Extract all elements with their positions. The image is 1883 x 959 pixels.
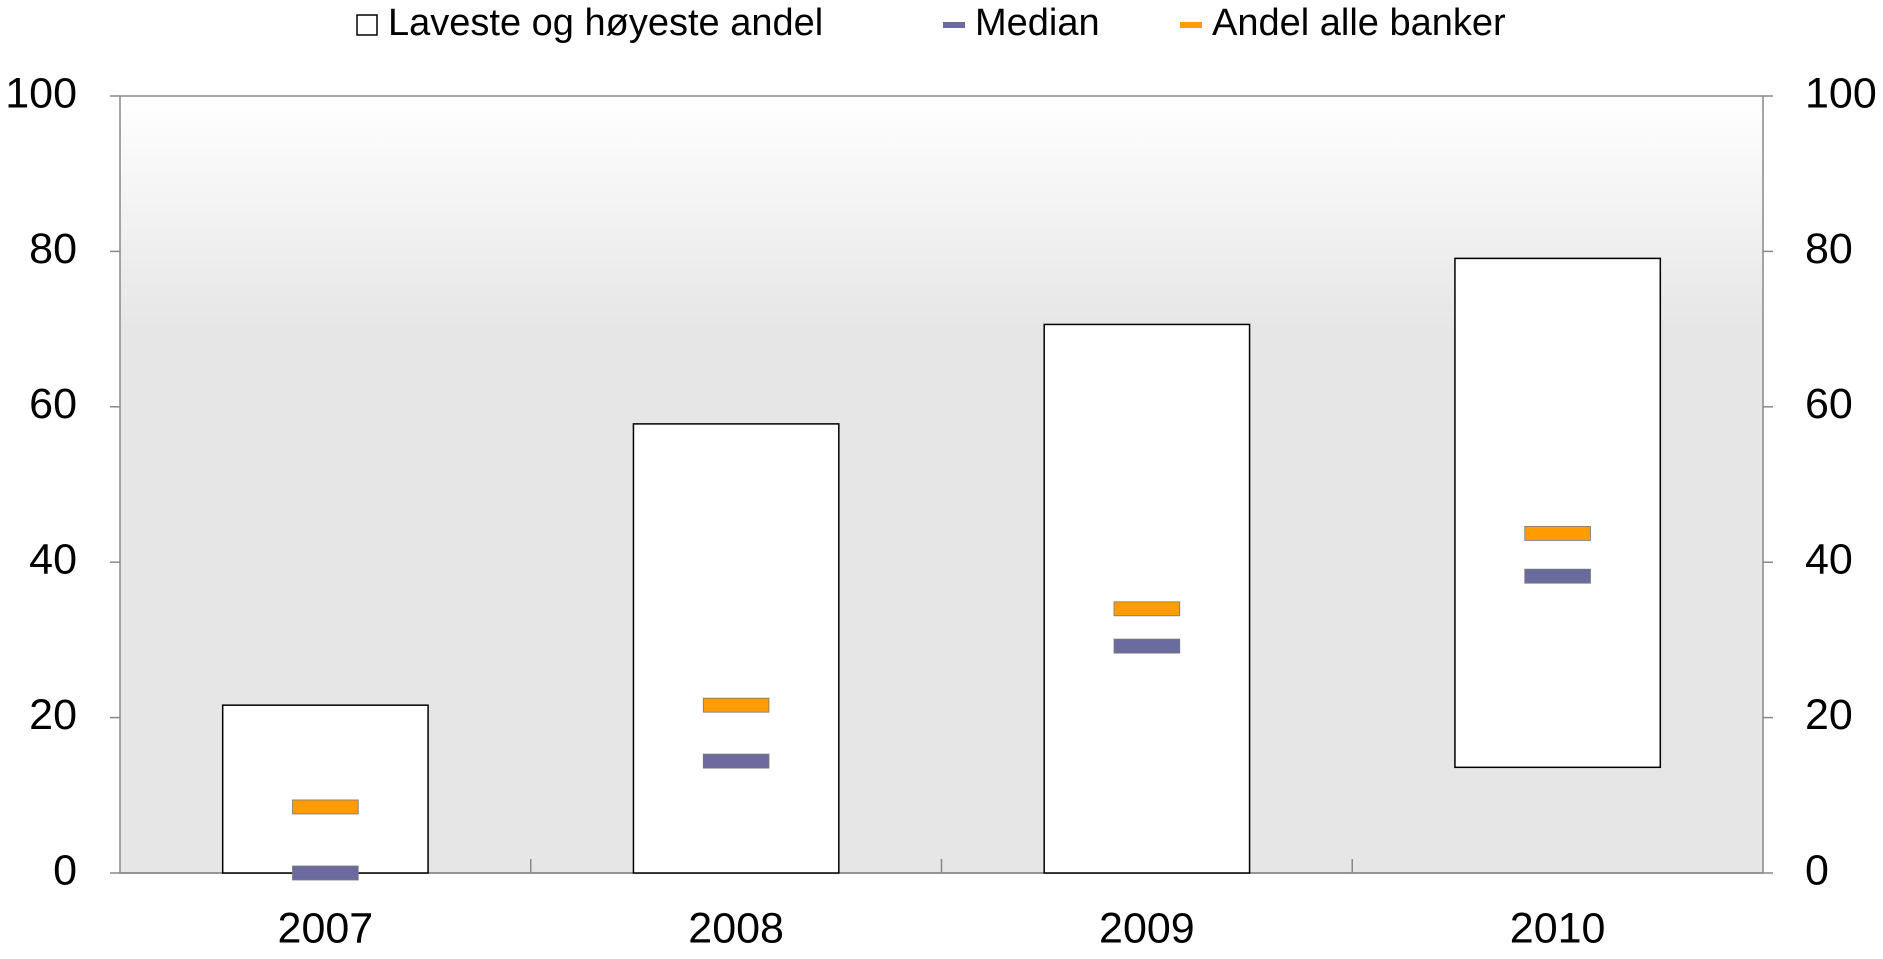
x-tick-label: 2009 — [1099, 904, 1195, 952]
marker — [1113, 638, 1181, 654]
y2-tick-label: 60 — [1805, 380, 1853, 428]
range-bar — [1454, 257, 1662, 769]
x-tick-label: 2010 — [1510, 904, 1606, 952]
marker — [292, 865, 359, 881]
y-tick-label: 20 — [29, 691, 77, 739]
marker — [1524, 526, 1591, 541]
y-tick-label: 0 — [53, 846, 77, 894]
y2-tick-label: 0 — [1805, 846, 1829, 894]
range-bar — [221, 704, 429, 874]
range-bar — [1043, 323, 1251, 874]
y2-tick-label: 40 — [1805, 536, 1853, 584]
x-tick-label: 2007 — [278, 904, 374, 952]
marker — [1524, 568, 1591, 584]
legend-swatch — [356, 14, 378, 36]
marker — [292, 799, 359, 815]
legend-label: Andel alle banker — [1212, 2, 1506, 44]
y2-tick-label: 80 — [1805, 225, 1853, 273]
legend-label: Median — [975, 2, 1100, 44]
marker — [702, 697, 770, 713]
legend-swatch — [943, 22, 965, 28]
y2-tick-label: 20 — [1805, 691, 1853, 739]
y-tick-label: 100 — [5, 69, 77, 117]
y-tick-label: 60 — [29, 380, 77, 428]
range-bar — [632, 423, 840, 874]
y2-tick-label: 100 — [1805, 69, 1877, 117]
legend-swatch — [1180, 22, 1202, 28]
marker — [702, 753, 770, 769]
marker — [1113, 601, 1181, 617]
y-tick-label: 40 — [29, 536, 77, 584]
x-tick-label: 2008 — [688, 904, 784, 952]
legend-label: Laveste og høyeste andel — [388, 2, 823, 44]
y-tick-label: 80 — [29, 225, 77, 273]
